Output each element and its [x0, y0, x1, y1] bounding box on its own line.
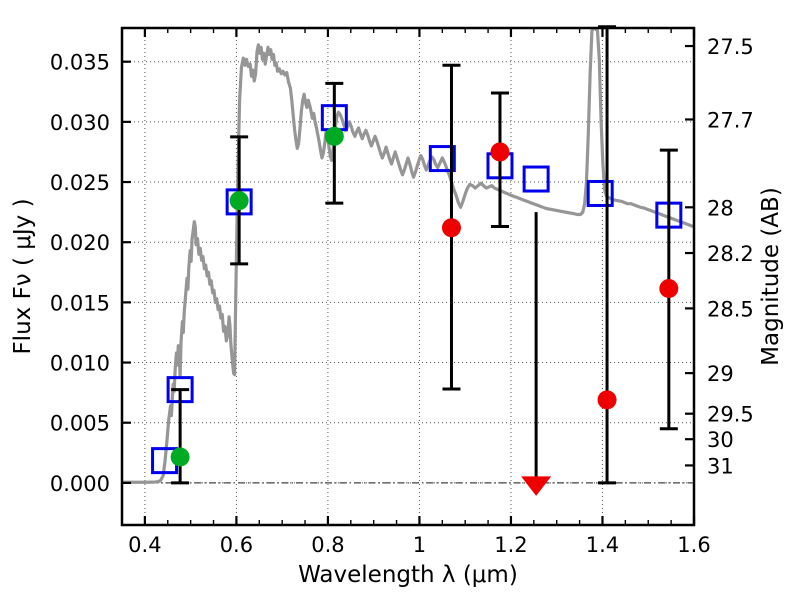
y-axis-right-title: Magnitude (AB): [758, 187, 784, 366]
y-right-tick-label: 29: [707, 362, 734, 386]
y-right-tick-label: 31: [707, 454, 734, 478]
observed-point-circle: [659, 279, 679, 299]
y-tick-label: 0.030: [50, 111, 110, 135]
observed-point-circle: [170, 447, 190, 467]
observed-point-circle: [597, 390, 617, 410]
y-right-tick-label: 28.5: [707, 297, 754, 321]
y-right-tick-label: 30: [707, 428, 734, 452]
y-tick-label: 0.010: [50, 352, 110, 376]
y-right-tick-label: 27.7: [707, 108, 754, 132]
y-tick-label: 0.035: [50, 51, 110, 75]
model-point-square: [586, 179, 614, 207]
sed-curve-layer: [122, 28, 694, 484]
x-tick-label: 1.4: [586, 533, 619, 557]
x-axis-title: Wavelength λ (μm): [298, 562, 518, 588]
y-tick-label: 0.005: [50, 412, 110, 436]
observed-point-circle: [490, 142, 510, 162]
upper-limit-triangle: [521, 476, 552, 496]
observed-point-circle: [229, 191, 249, 211]
observed-point-circle: [324, 126, 344, 146]
y-tick-label: 0.015: [50, 291, 110, 315]
y-tick-label: 0.000: [50, 472, 110, 496]
y-right-tick-label: 28.2: [707, 242, 754, 266]
model-point-square: [522, 165, 550, 193]
axes-frame: [120, 26, 696, 527]
series-observed-optical: [170, 81, 344, 485]
x-tick-label: 1: [413, 533, 426, 557]
y-right-tick-label: 28: [707, 196, 734, 220]
data-points-layer: [151, 25, 683, 496]
y-tick-label: 0.025: [50, 171, 110, 195]
y-right-tick-label: 27.5: [707, 35, 754, 59]
series-upper-limit: [521, 212, 552, 496]
x-tick-label: 0.8: [311, 533, 344, 557]
axes-layer: [120, 26, 696, 527]
y-tick-label: 0.020: [50, 231, 110, 255]
x-tick-label: 0.4: [128, 533, 161, 557]
x-tick-label: 0.6: [220, 533, 253, 557]
series-observed-nearir: [441, 25, 679, 485]
observed-point-circle: [441, 218, 461, 238]
x-tick-label: 1.2: [494, 533, 527, 557]
y-right-tick-label: 29.5: [707, 403, 754, 427]
tick-labels-layer: 0.4 0.6 0.8 1 1.2 1.4 1.6 0.000 0.005 0.010 0.015 0…: [10, 35, 784, 588]
x-tick-label: 1.6: [677, 533, 710, 557]
y-axis-title: Flux Fν ( μJy ): [10, 198, 36, 354]
sed-model-curve: [122, 28, 694, 484]
model-point-square: [428, 145, 456, 173]
